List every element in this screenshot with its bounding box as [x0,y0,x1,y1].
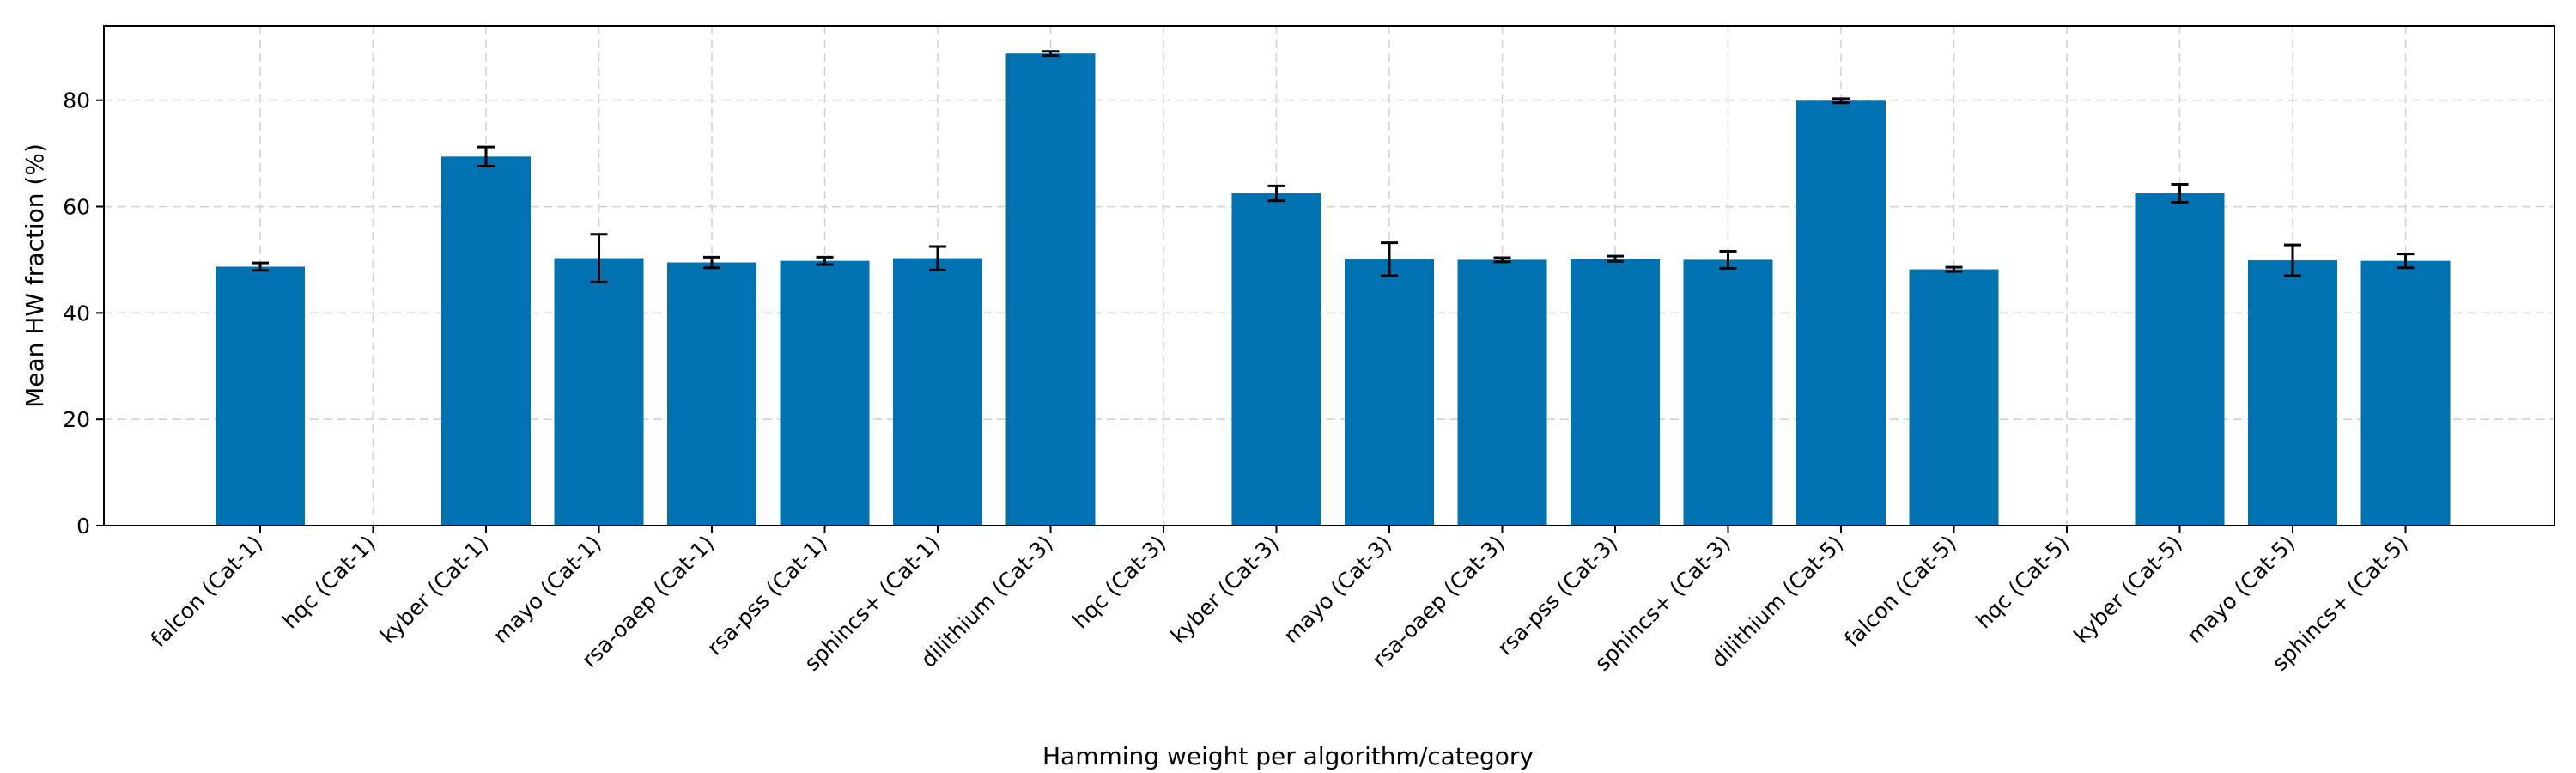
error-bar [252,261,269,272]
x-tick-label: mayo (Cat-5) [2182,531,2300,648]
error-bar [1381,241,1398,277]
bar [893,258,982,526]
bar [2248,260,2337,526]
error-bar [1042,50,1060,58]
bar [216,266,305,526]
error-bar [929,245,946,271]
bar [1231,193,1321,526]
error-bar [1832,97,1850,105]
x-tick-label: mayo (Cat-3) [1279,531,1396,648]
x-tick-label: mayo (Cat-1) [489,531,606,648]
bar [1571,259,1660,526]
x-tick-label: falcon (Cat-1) [146,531,267,652]
error-bar [2171,183,2189,204]
y-axis-ticks: 0 20 40 60 80 [63,88,104,539]
error-bar [1493,256,1511,264]
x-tick-label: kyber (Cat-5) [2069,531,2187,648]
bar [780,260,870,526]
bar [1005,53,1096,526]
y-tick-label: 60 [63,195,90,220]
bar [1457,259,1547,526]
error-bar [2284,243,2301,277]
x-tick-label: hqc (Cat-1) [277,531,380,634]
x-tick-label: falcon (Cat-5) [1839,531,1960,652]
x-tick-label: hqc (Cat-3) [1067,531,1170,634]
error-bar [1267,184,1285,203]
error-bar [2397,253,2415,270]
y-tick-label: 80 [63,88,90,113]
x-axis-ticks: falcon (Cat-1) hqc (Cat-1)kyber (Cat-1)ma… [146,526,2413,676]
bar [1909,269,1999,526]
bar [2135,193,2225,526]
x-tick-label: rsa-pss (Cat-1) [702,531,832,660]
y-axis-title: Mean HW fraction (%) [21,143,49,408]
x-axis-title: Hamming weight per algorithm/category [1042,742,1534,770]
bars [216,53,2451,526]
x-tick-label: kyber (Cat-1) [375,531,493,648]
bar [1345,259,1434,526]
x-tick-label: rsa-pss (Cat-3) [1492,531,1622,660]
error-bar [703,255,720,270]
bar [2360,260,2451,526]
bar [441,156,531,526]
error-bar [1719,250,1737,270]
bar [667,262,756,526]
error-bar [1945,265,1963,273]
bar [554,258,644,526]
x-tick-label: hqc (Cat-5) [1971,531,2074,634]
error-bar [1607,254,1624,263]
error-bar [477,145,495,167]
plot-frame [103,25,2555,526]
y-tick-label: 20 [63,407,90,432]
bar [1683,259,1773,526]
error-bar [816,255,834,266]
error-bar [590,233,608,283]
x-tick-label: kyber (Cat-3) [1166,531,1284,648]
y-tick-label: 0 [76,514,90,539]
bar [1796,100,1886,526]
error-bars [252,50,2415,283]
y-tick-label: 40 [63,301,90,326]
